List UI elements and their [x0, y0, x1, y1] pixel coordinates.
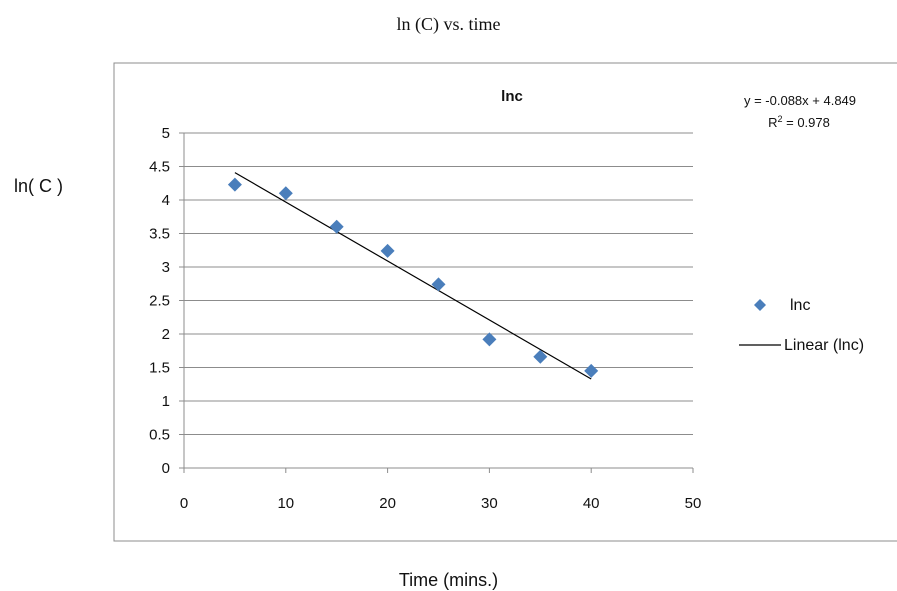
data-point [329, 219, 344, 234]
y-tick-label: 3.5 [149, 226, 170, 243]
x-tick-label: 20 [379, 495, 396, 512]
legend-marker-lnc [754, 299, 766, 311]
trendline [234, 172, 592, 380]
y-axis-label: ln( C ) [14, 176, 63, 196]
x-tick-label: 0 [180, 495, 188, 512]
trendline-group [234, 172, 592, 380]
legend: lnc Linear (lnc) [739, 297, 864, 354]
data-point [278, 186, 293, 201]
r-squared-label: R2 = 0.978 [768, 114, 830, 130]
data-point [380, 243, 395, 258]
chart-area-frame [113, 62, 897, 542]
x-axis-label: Time (mins.) [398, 570, 499, 590]
x-tick-label: 40 [583, 495, 600, 512]
tick-labels: 00.511.522.533.544.550 10 20 30 40 50 [149, 125, 701, 512]
y-tick-label: 0 [162, 460, 170, 477]
data-point [431, 277, 446, 292]
legend-label-lnc: lnc [790, 297, 810, 314]
y-tick-label: 0.5 [149, 427, 170, 444]
chart-page-title: ln (C) vs. time [396, 14, 501, 34]
data-point [227, 177, 242, 192]
y-tick-label: 1 [162, 393, 170, 410]
trendline-equation: y = -0.088x + 4.849 [744, 93, 856, 108]
data-point [482, 332, 497, 347]
legend-label-linear: Linear (lnc) [784, 337, 864, 354]
y-tick-label: 5 [162, 125, 170, 142]
y-tick-label: 3 [162, 259, 170, 276]
r-squared-value: = 0.978 [783, 115, 830, 130]
x-tick-label: 50 [685, 495, 702, 512]
gridlines [184, 132, 693, 435]
r-squared-superscript: 2 [778, 114, 783, 124]
axes [179, 132, 694, 473]
data-point [533, 349, 548, 364]
data-points [227, 177, 599, 378]
y-tick-label: 4.5 [149, 159, 170, 176]
y-tick-label: 4 [162, 192, 170, 209]
y-tick-label: 2 [162, 326, 170, 343]
data-point [584, 363, 599, 378]
chart-title: lnc [501, 88, 523, 105]
y-tick-label: 1.5 [149, 360, 170, 377]
x-tick-label: 10 [277, 495, 294, 512]
y-tick-label: 2.5 [149, 293, 170, 310]
r-squared-symbol: R [768, 115, 777, 130]
x-tick-label: 30 [481, 495, 498, 512]
